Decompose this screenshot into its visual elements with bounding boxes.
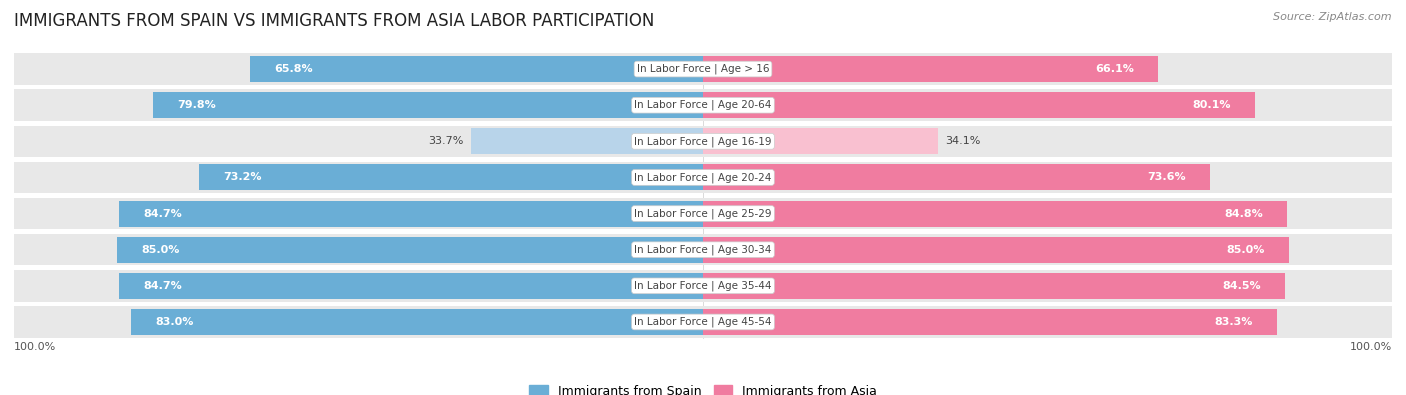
Bar: [14, 198, 1392, 229]
Text: 84.5%: 84.5%: [1222, 281, 1261, 291]
Text: 100.0%: 100.0%: [14, 342, 56, 352]
Text: 66.1%: 66.1%: [1095, 64, 1135, 74]
Text: 73.2%: 73.2%: [222, 173, 262, 182]
Text: 83.0%: 83.0%: [155, 317, 194, 327]
Text: 85.0%: 85.0%: [142, 245, 180, 255]
Bar: [703, 237, 1289, 263]
Text: 33.7%: 33.7%: [429, 136, 464, 146]
Text: 85.0%: 85.0%: [1226, 245, 1264, 255]
Text: In Labor Force | Age 45-54: In Labor Force | Age 45-54: [634, 317, 772, 327]
Legend: Immigrants from Spain, Immigrants from Asia: Immigrants from Spain, Immigrants from A…: [524, 380, 882, 395]
Bar: [120, 201, 703, 227]
Bar: [703, 309, 1277, 335]
Text: 80.1%: 80.1%: [1192, 100, 1230, 110]
Text: 100.0%: 100.0%: [1350, 342, 1392, 352]
Bar: [14, 162, 1392, 193]
Bar: [703, 92, 1254, 118]
Bar: [117, 237, 703, 263]
Text: In Labor Force | Age 20-64: In Labor Force | Age 20-64: [634, 100, 772, 111]
Text: 84.7%: 84.7%: [143, 209, 183, 218]
Bar: [471, 128, 703, 154]
Text: 84.8%: 84.8%: [1225, 209, 1263, 218]
Text: 73.6%: 73.6%: [1147, 173, 1185, 182]
Bar: [250, 56, 703, 82]
Text: In Labor Force | Age 30-34: In Labor Force | Age 30-34: [634, 245, 772, 255]
Text: IMMIGRANTS FROM SPAIN VS IMMIGRANTS FROM ASIA LABOR PARTICIPATION: IMMIGRANTS FROM SPAIN VS IMMIGRANTS FROM…: [14, 12, 654, 30]
Text: In Labor Force | Age > 16: In Labor Force | Age > 16: [637, 64, 769, 74]
Bar: [14, 306, 1392, 338]
Bar: [703, 56, 1159, 82]
Bar: [703, 128, 938, 154]
Text: 65.8%: 65.8%: [274, 64, 312, 74]
Bar: [120, 273, 703, 299]
Bar: [131, 309, 703, 335]
Text: 83.3%: 83.3%: [1215, 317, 1253, 327]
Bar: [703, 164, 1211, 190]
Bar: [703, 201, 1288, 227]
Text: 84.7%: 84.7%: [143, 281, 183, 291]
Text: In Labor Force | Age 20-24: In Labor Force | Age 20-24: [634, 172, 772, 183]
Text: In Labor Force | Age 35-44: In Labor Force | Age 35-44: [634, 280, 772, 291]
Bar: [14, 270, 1392, 301]
Bar: [14, 126, 1392, 157]
Bar: [14, 53, 1392, 85]
Text: In Labor Force | Age 16-19: In Labor Force | Age 16-19: [634, 136, 772, 147]
Bar: [153, 92, 703, 118]
Bar: [14, 90, 1392, 121]
Text: In Labor Force | Age 25-29: In Labor Force | Age 25-29: [634, 208, 772, 219]
Bar: [703, 273, 1285, 299]
Text: 34.1%: 34.1%: [945, 136, 980, 146]
Bar: [198, 164, 703, 190]
Text: 79.8%: 79.8%: [177, 100, 217, 110]
Text: Source: ZipAtlas.com: Source: ZipAtlas.com: [1274, 12, 1392, 22]
Bar: [14, 234, 1392, 265]
